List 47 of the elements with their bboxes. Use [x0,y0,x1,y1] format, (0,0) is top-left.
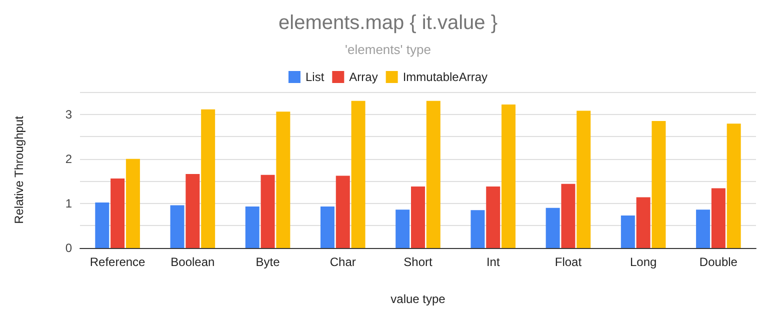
x-tick-label: Long [630,255,657,269]
bar [260,174,275,248]
x-tick-label: Byte [256,255,280,269]
chart-subtitle: 'elements' type [345,42,431,57]
bar [411,186,425,248]
bar [486,186,500,248]
x-tick-label: Double [699,255,738,269]
bar [95,202,110,248]
bar [170,205,184,248]
bar [576,110,591,248]
bar [320,206,334,248]
y-tick-label: 0 [65,241,72,255]
bar [201,109,216,248]
bar [561,184,576,248]
bar [711,188,726,248]
x-axis-title: value type [390,292,446,306]
bar [245,206,260,248]
bar [336,176,350,248]
x-tick-label: Int [486,255,500,269]
y-tick-label: 3 [65,107,72,122]
legend-label: Array [349,70,378,84]
legend-label: ImmutableArray [402,70,488,84]
y-tick-label: 1 [65,196,72,210]
bar [351,100,366,248]
bar [186,174,200,248]
bar [546,208,560,248]
bar [470,210,485,248]
bar [502,104,516,248]
bar [396,210,410,248]
bar [636,197,650,248]
bar [726,124,741,248]
legend-label: List [305,70,325,84]
bar [652,120,666,248]
bar [426,100,440,248]
bar [620,215,635,248]
bar [696,210,710,248]
x-tick-label: Boolean [170,255,215,269]
bar [276,112,290,248]
x-tick-label: Reference [90,255,146,269]
bar [110,178,125,248]
x-tick-label: Float [554,255,582,269]
chart-title: elements.map { it.value } [278,12,498,34]
x-tick-label: Char [330,255,356,269]
y-tick-label: 2 [65,152,72,166]
x-tick-label: Short [404,255,434,269]
bar [126,158,140,248]
y-axis-title: Relative Throughput [12,115,26,224]
